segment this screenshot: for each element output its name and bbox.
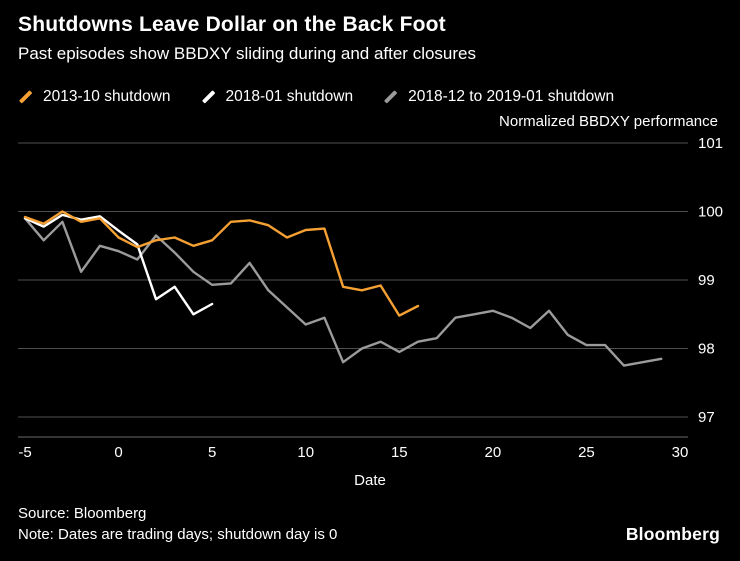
legend-item-2018-01-shutdown: 2018-01 shutdown: [201, 88, 354, 106]
line-swatch-icon: [384, 90, 398, 104]
svg-text:97: 97: [698, 409, 715, 426]
svg-text:5: 5: [208, 444, 216, 461]
svg-text:-5: -5: [18, 444, 31, 461]
note-text: Note: Dates are trading days; shutdown d…: [18, 526, 338, 543]
svg-text:25: 25: [578, 444, 595, 461]
source-text: Source: Bloomberg: [18, 505, 147, 522]
svg-text:30: 30: [672, 444, 689, 461]
svg-text:0: 0: [114, 444, 122, 461]
chart-legend: 2013-10 shutdown 2018-01 shutdown 2018-1…: [18, 88, 614, 106]
legend-item-2013-10-shutdown: 2013-10 shutdown: [18, 88, 171, 106]
chart-subtitle: Past episodes show BBDXY sliding during …: [18, 44, 476, 63]
svg-text:20: 20: [485, 444, 502, 461]
line-swatch-icon: [201, 90, 215, 104]
y-axis-title: Normalized BBDXY performance: [499, 113, 718, 130]
legend-label: 2013-10 shutdown: [43, 88, 171, 105]
bloomberg-logo: Bloomberg: [625, 524, 720, 544]
svg-text:100: 100: [698, 204, 723, 221]
legend-label: 2018-12 to 2019-01 shutdown: [408, 88, 615, 105]
svg-text:15: 15: [391, 444, 408, 461]
svg-text:98: 98: [698, 341, 715, 358]
legend-label: 2018-01 shutdown: [225, 88, 354, 105]
svg-text:99: 99: [698, 272, 715, 289]
x-axis-title: Date: [354, 472, 386, 489]
svg-text:101: 101: [698, 135, 723, 152]
chart-title: Shutdowns Leave Dollar on the Back Foot: [18, 13, 446, 36]
svg-text:10: 10: [297, 444, 314, 461]
line-swatch-icon: [18, 90, 33, 104]
legend-item-2018-12-2019-01-shutdown: 2018-12 to 2019-01 shutdown: [383, 88, 614, 106]
